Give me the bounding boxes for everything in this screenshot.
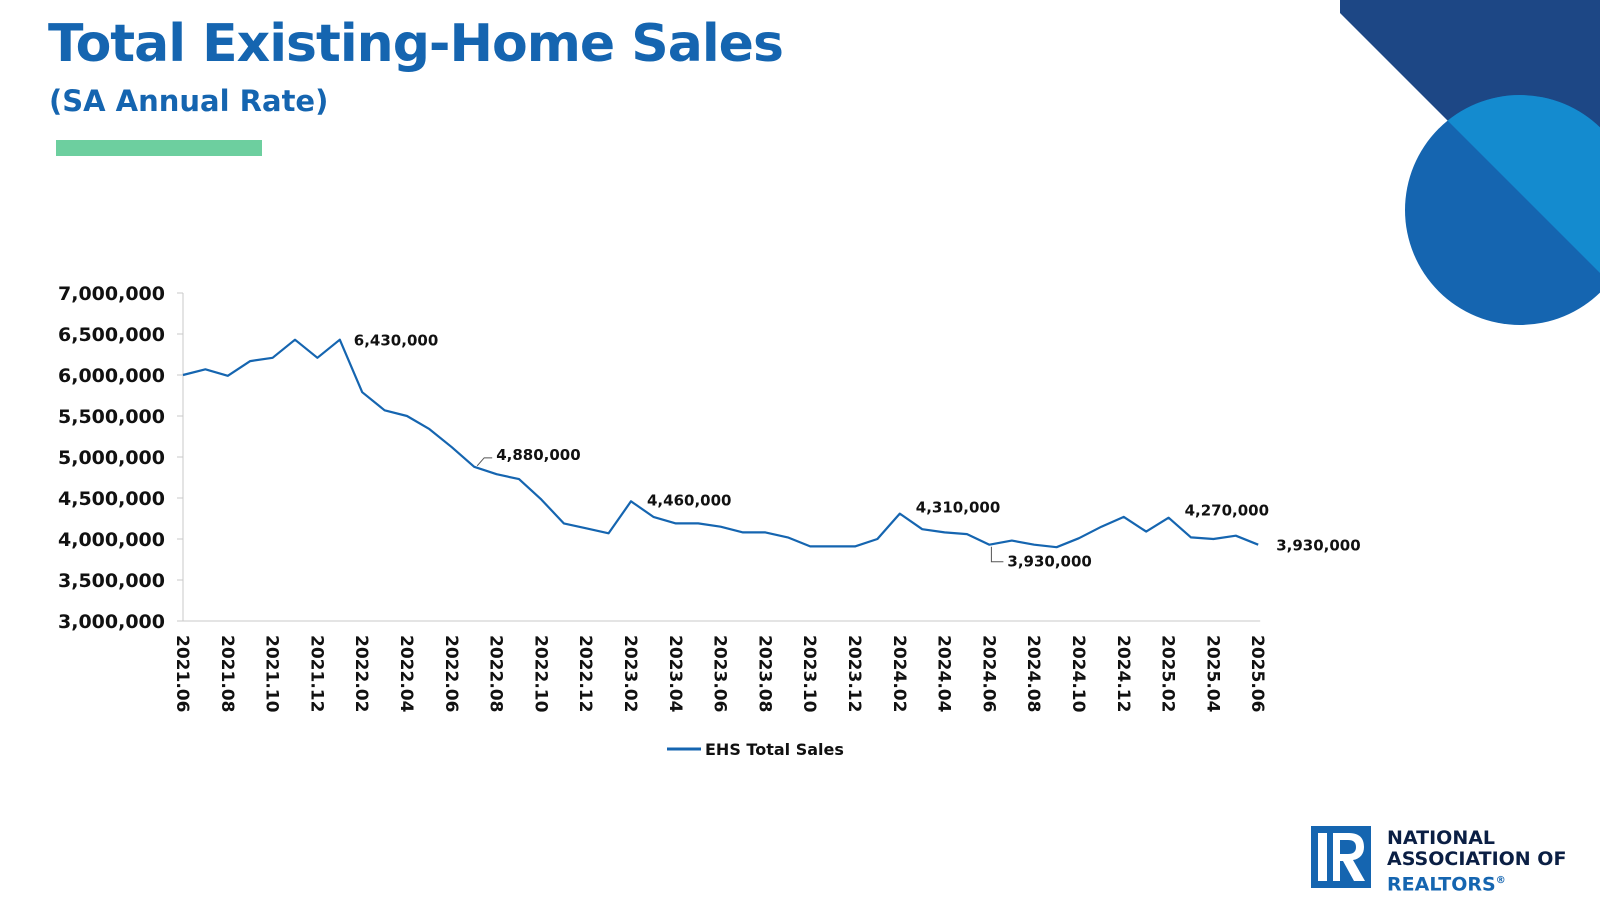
y-tick-label: 5,000,000 — [58, 447, 165, 469]
annotation-leader — [990, 546, 1004, 563]
corner-decoration — [1340, 0, 1600, 325]
y-tick-label: 3,500,000 — [58, 570, 165, 592]
annotation-leader — [476, 457, 493, 467]
logo-text: NATIONAL ASSOCIATION OF REALTORS® — [1387, 828, 1566, 895]
data-label: 4,310,000 — [916, 499, 1000, 517]
y-tick-label: 4,500,000 — [58, 488, 165, 510]
logo-realtors-word: REALTORS — [1387, 873, 1496, 896]
series-line — [182, 338, 1259, 549]
legend-label: EHS Total Sales — [705, 740, 844, 759]
x-tick-label: 2021.06 — [172, 635, 192, 712]
data-label: 4,880,000 — [496, 446, 580, 464]
data-label: 3,930,000 — [1007, 553, 1091, 571]
x-tick-label: 2025.02 — [1158, 635, 1178, 712]
x-tick-label: 2023.04 — [665, 635, 685, 713]
y-tick-label: 5,500,000 — [58, 406, 165, 428]
data-label: 4,460,000 — [647, 491, 731, 509]
y-tick-label: 7,000,000 — [58, 283, 165, 305]
annotation-layer: 6,430,000 4,880,000 4,460,000 4,310,000 3,93… — [354, 332, 1361, 571]
x-tick-label: 2025.04 — [1202, 635, 1222, 713]
x-tick-label: 2024.06 — [978, 635, 998, 712]
x-tick-label: 2024.12 — [1113, 635, 1133, 712]
x-tick-label: 2024.10 — [1068, 635, 1088, 713]
x-tick-label: 2021.12 — [306, 635, 326, 712]
page-subtitle: (SA Annual Rate) — [49, 84, 329, 118]
logo-line-national: NATIONAL — [1387, 827, 1496, 849]
x-tick-label: 2023.10 — [799, 635, 819, 713]
series-layer — [182, 338, 1259, 549]
x-tick-label: 2023.12 — [844, 635, 864, 712]
x-tick-label: 2023.06 — [710, 635, 730, 712]
x-tick-label: 2023.02 — [620, 635, 640, 712]
x-tick-label: 2021.08 — [217, 635, 237, 712]
x-tick-label: 2022.10 — [530, 635, 550, 713]
x-tick-label: 2022.02 — [351, 635, 371, 712]
legend: EHS Total Sales — [667, 740, 844, 759]
y-axis: 3,000,000 3,500,000 4,000,000 4,500,000 5,00… — [58, 283, 184, 633]
x-tick-label: 2025.06 — [1247, 635, 1267, 712]
x-axis: 2021.06 2021.08 2021.10 2021.12 2022.02 2022.… — [172, 620, 1267, 713]
x-tick-label: 2021.10 — [262, 635, 282, 713]
sales-line-chart: 3,000,000 3,500,000 4,000,000 4,500,000 5,00… — [58, 283, 1361, 759]
x-tick-label: 2022.08 — [486, 635, 506, 712]
nar-logo: NATIONAL ASSOCIATION OF REALTORS® — [1311, 826, 1591, 895]
registered-mark: ® — [1495, 875, 1506, 886]
data-label: 3,930,000 — [1276, 537, 1360, 555]
deco-light-segment — [1405, 95, 1600, 273]
data-label: 4,270,000 — [1185, 502, 1269, 520]
y-tick-label: 6,500,000 — [58, 324, 165, 346]
x-tick-label: 2024.02 — [889, 635, 909, 712]
x-tick-label: 2022.04 — [396, 635, 416, 713]
x-tick-label: 2022.06 — [441, 635, 461, 712]
accent-bar — [56, 140, 262, 156]
x-tick-label: 2023.08 — [754, 635, 774, 712]
y-tick-label: 6,000,000 — [58, 365, 165, 387]
logo-line-association: ASSOCIATION OF — [1387, 848, 1567, 870]
x-tick-label: 2024.04 — [934, 635, 954, 713]
page-title: Total Existing-Home Sales — [48, 14, 784, 74]
realtor-r-icon — [1311, 826, 1371, 888]
x-tick-label: 2022.12 — [575, 635, 595, 712]
y-tick-label: 4,000,000 — [58, 529, 165, 551]
logo-line-realtors: REALTORS® — [1387, 870, 1566, 895]
x-tick-label: 2024.08 — [1023, 635, 1043, 712]
data-label: 6,430,000 — [354, 332, 438, 350]
y-tick-label: 3,000,000 — [58, 611, 165, 633]
